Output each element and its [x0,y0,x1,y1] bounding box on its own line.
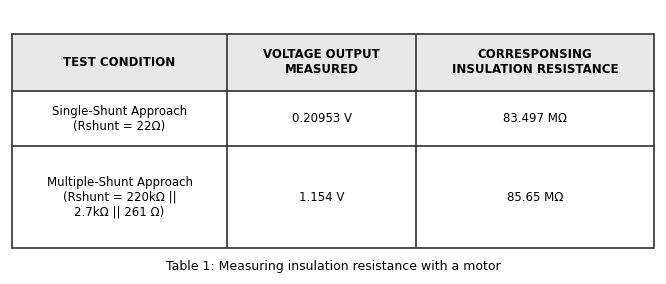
Text: VOLTAGE OUTPUT
MEASURED: VOLTAGE OUTPUT MEASURED [263,49,380,76]
Bar [12,146,227,248]
Text: 1.154 V: 1.154 V [299,191,344,204]
Bar [12,34,227,91]
Bar [227,34,416,91]
Text: CORRESPONSING
INSULATION RESISTANCE: CORRESPONSING INSULATION RESISTANCE [452,49,619,76]
Text: 0.20953 V: 0.20953 V [292,112,352,125]
Text: 83.497 MΩ: 83.497 MΩ [503,112,567,125]
Text: 85.65 MΩ: 85.65 MΩ [507,191,563,204]
Text: Multiple-Shunt Approach
(Rshunt = 220kΩ ||
2.7kΩ || 261 Ω): Multiple-Shunt Approach (Rshunt = 220kΩ … [47,176,192,219]
Bar [12,91,227,146]
Bar [12,34,654,248]
Text: Single-Shunt Approach
(Rshunt = 22Ω): Single-Shunt Approach (Rshunt = 22Ω) [52,105,187,133]
Text: TEST CONDITION: TEST CONDITION [63,56,176,69]
Bar [227,146,416,248]
Bar [416,34,654,91]
Bar [416,146,654,248]
Bar [416,91,654,146]
Text: Table 1: Measuring insulation resistance with a motor: Table 1: Measuring insulation resistance… [166,260,500,273]
Bar [227,91,416,146]
